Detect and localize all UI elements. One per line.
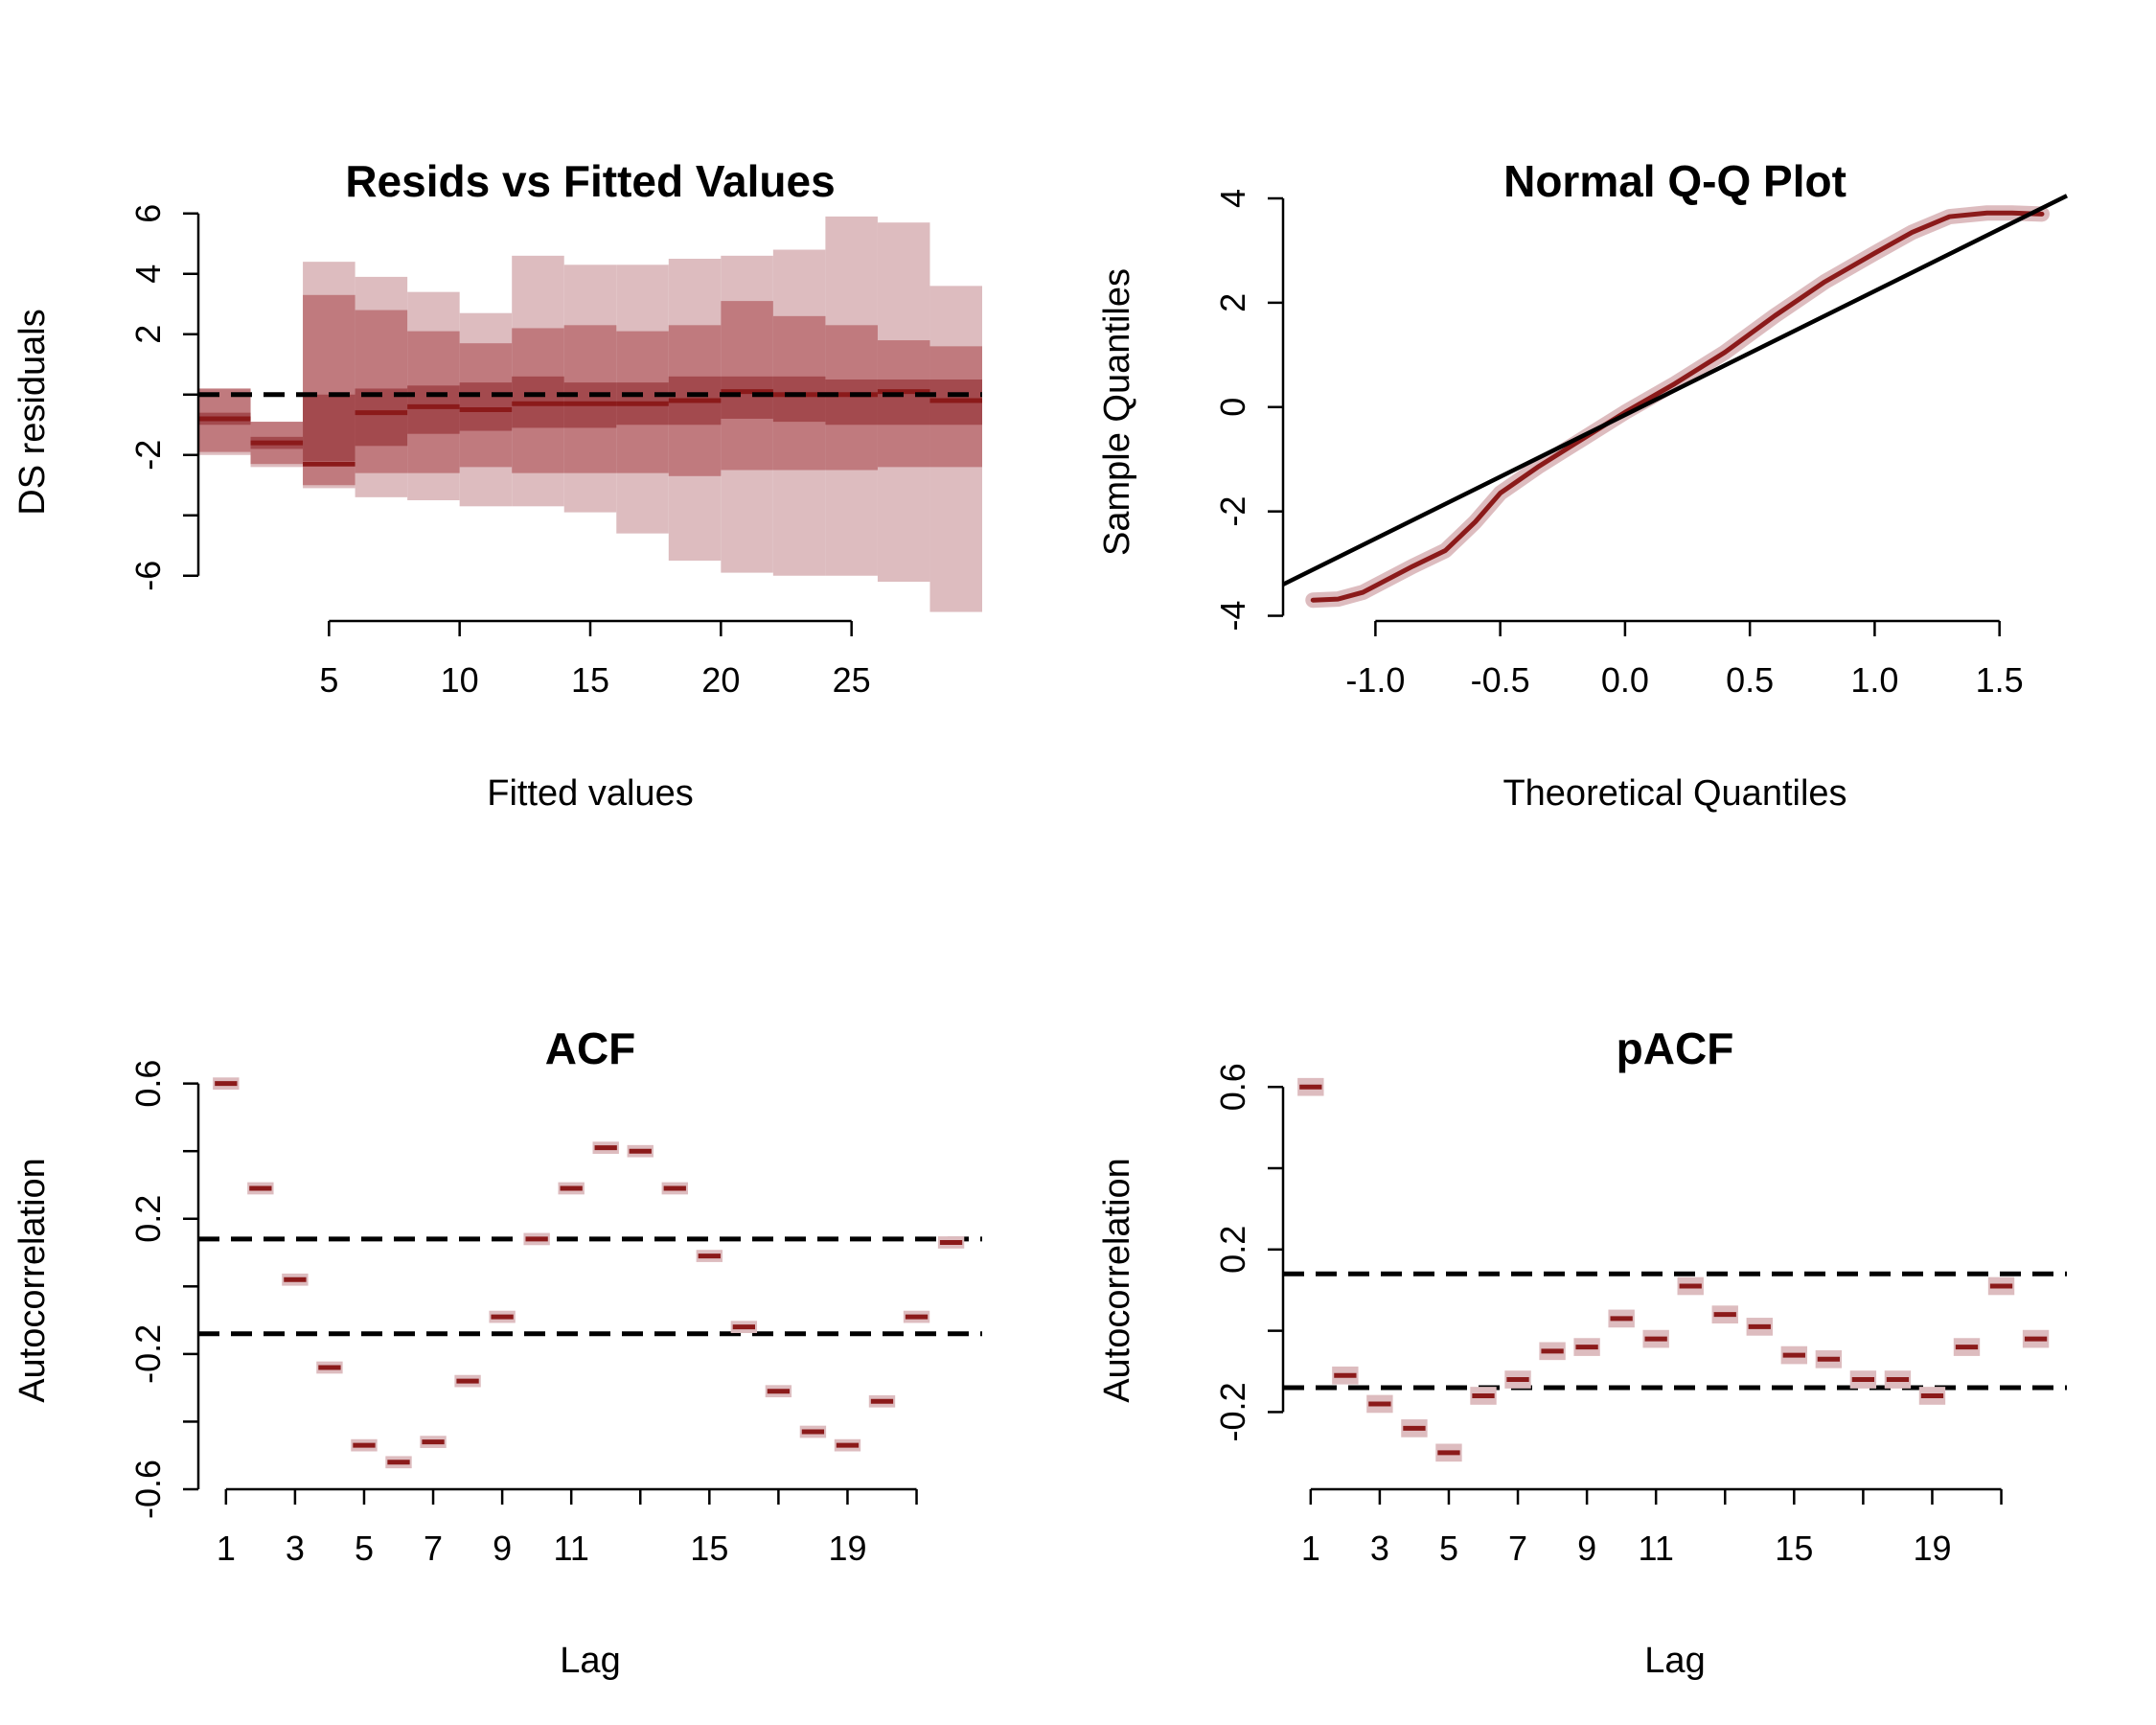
- qq-x-tick-label: 1.0: [1850, 660, 1898, 700]
- acf-x-tick-label: 15: [690, 1529, 728, 1568]
- resid-band50-bin: [355, 388, 408, 447]
- qq-y-tick-label: 4: [1213, 189, 1252, 208]
- resid-marks: [198, 389, 982, 467]
- pacf-y-tick-label: -0.2: [1213, 1382, 1252, 1441]
- qq-x-tick-label: 0.5: [1726, 660, 1774, 700]
- qq-sample-line: [1310, 210, 2045, 603]
- qq-y-tick-label: -2: [1213, 496, 1252, 527]
- acf-axes: 1 3 5 7 9 11 15 19 -0.6 -0.2 0.2 0.6: [128, 1060, 918, 1568]
- qq-x-tick-label: -0.5: [1471, 660, 1530, 700]
- acf-y-tick-label: -0.6: [128, 1460, 168, 1519]
- resid-ylabel: DS residuals: [12, 309, 53, 515]
- resid-xlabel: Fitted values: [487, 773, 693, 814]
- qq-y-tick-label: -4: [1213, 601, 1252, 632]
- pacf-x-tick-label: 1: [1301, 1529, 1320, 1568]
- acf-xlabel: Lag: [560, 1641, 620, 1681]
- pacf-x-tick-label: 9: [1577, 1529, 1596, 1568]
- pacf-panel: 1 3 5 7 9 11 15 19 -0.2 0.2 0.6 pACF Lag Autocorre…: [1097, 1024, 2067, 1681]
- pacf-x-tick-label: 5: [1439, 1529, 1458, 1568]
- qq-panel: -1.0 -0.5 0.0 0.5 1.0 1.5 -4 -2 0 2 4 Normal Q-Q P…: [1097, 156, 2068, 814]
- resid-y-tick-label: 2: [128, 325, 168, 344]
- qq-marks: [1282, 194, 2068, 609]
- pacf-marks: [1283, 1077, 2067, 1462]
- resid-y-tick-label: -6: [128, 561, 168, 591]
- pacf-x-tick-label: 15: [1775, 1529, 1813, 1568]
- qq-x-tick-label: -1.0: [1345, 660, 1405, 700]
- resid-title: Resids vs Fitted Values: [345, 156, 835, 206]
- qq-band: [1305, 205, 2050, 609]
- resid-band50-bin: [877, 380, 930, 426]
- qq-y-tick-label: 2: [1213, 293, 1252, 312]
- resid-x-tick-label: 5: [319, 660, 338, 700]
- pacf-x-tick-label: 11: [1638, 1529, 1673, 1568]
- qq-x-tick-label: 1.5: [1976, 660, 2024, 700]
- pacf-x-tick-label: 3: [1370, 1529, 1389, 1568]
- pacf-x-tick-label: 7: [1508, 1529, 1527, 1568]
- qq-axes: -1.0 -0.5 0.0 0.5 1.0 1.5 -4 -2 0 2 4: [1213, 189, 2024, 700]
- resid-x-tick-label: 15: [571, 660, 609, 700]
- resid-band50-bin: [772, 376, 826, 423]
- resid-y-tick-label: 6: [128, 204, 168, 223]
- acf-x-tick-label: 9: [493, 1529, 512, 1568]
- resid-band50-bin: [303, 394, 356, 462]
- resid-band50-bin: [825, 380, 878, 426]
- acf-x-tick-label: 11: [553, 1529, 588, 1568]
- pacf-y-tick-label: 0.6: [1213, 1063, 1252, 1111]
- resid-y-tick-label: -2: [128, 440, 168, 471]
- pacf-x-tick-label: 19: [1913, 1529, 1951, 1568]
- acf-ylabel: Autocorrelation: [12, 1158, 53, 1403]
- resid-x-tick-label: 20: [701, 660, 740, 700]
- qq-ylabel: Sample Quantiles: [1097, 268, 1137, 556]
- qq-y-tick-label: 0: [1213, 398, 1252, 417]
- pacf-ylabel: Autocorrelation: [1097, 1158, 1137, 1403]
- acf-panel: 1 3 5 7 9 11 15 19 -0.6 -0.2 0.2 0.6 ACF Lag Autoco…: [12, 1024, 982, 1681]
- resid-x-tick-label: 10: [441, 660, 479, 700]
- resid-bands: [198, 216, 982, 612]
- acf-title: ACF: [545, 1024, 636, 1073]
- qq-x-tick-label: 0.0: [1601, 660, 1649, 700]
- resid-axes: 5 10 15 20 25 -6 -2 2 4 6: [128, 204, 871, 700]
- acf-x-tick-label: 1: [217, 1529, 236, 1568]
- pacf-y-tick-label: 0.2: [1213, 1226, 1252, 1274]
- pacf-xlabel: Lag: [1644, 1641, 1705, 1681]
- qq-title: Normal Q-Q Plot: [1503, 156, 1846, 206]
- resid-panel: 5 10 15 20 25 -6 -2 2 4 6 Resids vs Fitted Values…: [12, 156, 982, 814]
- resid-band50-bin: [721, 376, 773, 419]
- resid-band50-bin: [459, 382, 513, 431]
- resid-x-tick-label: 25: [833, 660, 871, 700]
- acf-y-tick-label: 0.6: [128, 1060, 168, 1108]
- acf-x-tick-label: 3: [286, 1529, 305, 1568]
- acf-x-tick-label: 7: [424, 1529, 443, 1568]
- acf-x-tick-label: 5: [355, 1529, 374, 1568]
- acf-marks: [198, 1077, 982, 1469]
- qq-xlabel: Theoretical Quantiles: [1502, 773, 1846, 814]
- qq-reference-line: [1282, 194, 2068, 586]
- resid-y-tick-label: 4: [128, 264, 168, 284]
- acf-y-tick-label: -0.2: [128, 1324, 168, 1384]
- acf-x-tick-label: 19: [828, 1529, 866, 1568]
- acf-y-tick-label: 0.2: [128, 1195, 168, 1243]
- pacf-axes: 1 3 5 7 9 11 15 19 -0.2 0.2 0.6: [1213, 1063, 2003, 1568]
- pacf-title: pACF: [1617, 1024, 1734, 1073]
